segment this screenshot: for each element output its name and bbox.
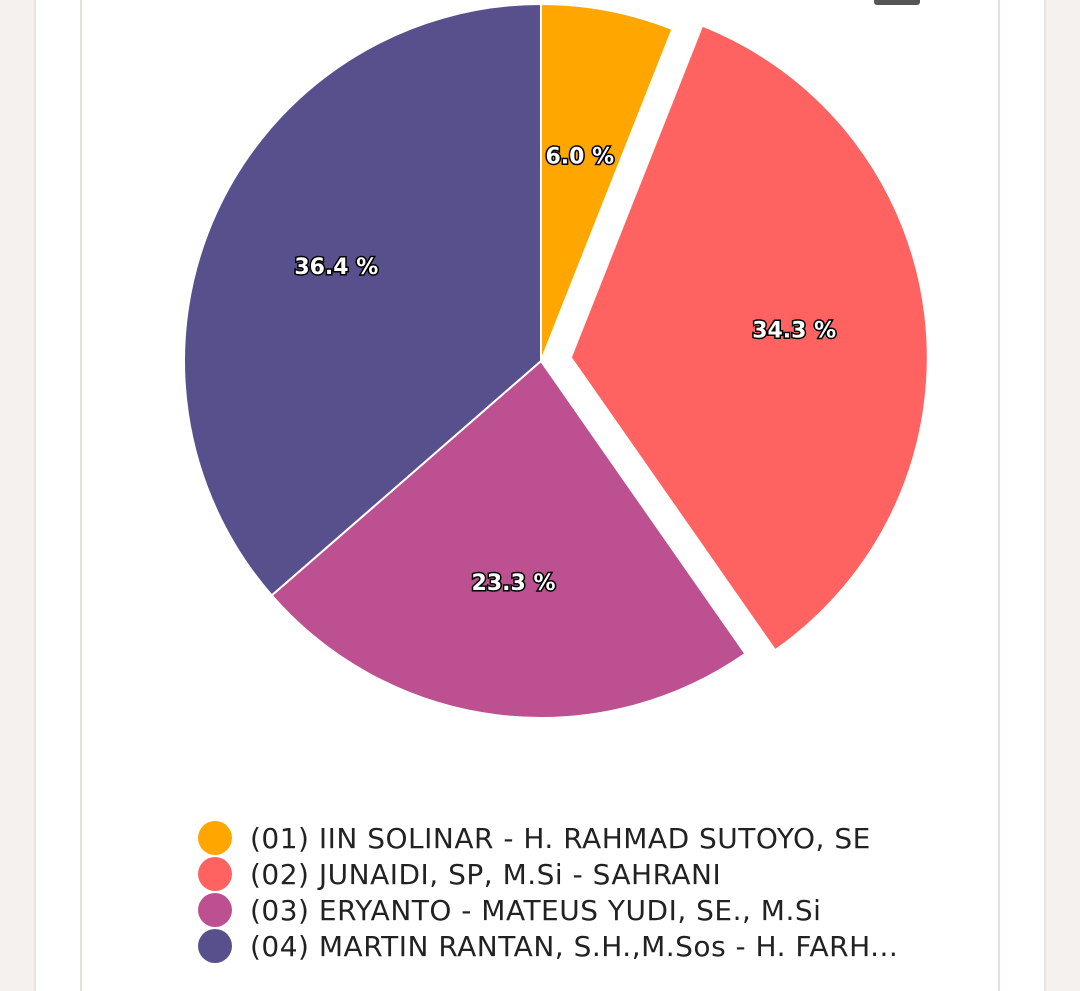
legend-swatch-01 <box>198 821 232 855</box>
legend-label-02: (02) JUNAIDI, SP, M.Si - SAHRANI <box>250 857 722 891</box>
legend-swatch-02 <box>198 857 232 891</box>
legend-item-04[interactable]: (04) MARTIN RANTAN, S.H.,M.Sos - H. FARH… <box>198 928 898 964</box>
legend-label-03: (03) ERYANTO - MATEUS YUDI, SE., M.Si <box>250 893 822 927</box>
pie-slice-3[interactable] <box>270 359 747 719</box>
slice-value-label-2: 34.3 % <box>752 318 836 343</box>
slice-value-label-1: 6.0 % <box>545 145 614 170</box>
slice-value-label-4: 36.4 % <box>294 255 378 280</box>
legend-item-01[interactable]: (01) IIN SOLINAR - H. RAHMAD SUTOYO, SE <box>198 820 898 856</box>
legend-item-03[interactable]: (03) ERYANTO - MATEUS YUDI, SE., M.Si <box>198 892 898 928</box>
pie-slice-4[interactable] <box>183 2 542 597</box>
slice-value-label-3: 23.3 % <box>472 571 556 596</box>
legend-label-01: (01) IIN SOLINAR - H. RAHMAD SUTOYO, SE <box>250 821 871 855</box>
legend-swatch-03 <box>198 893 232 927</box>
menu-button[interactable] <box>874 0 920 5</box>
pie-slice-2[interactable] <box>569 24 929 652</box>
legend-swatch-04 <box>198 929 232 963</box>
pie-slice-1[interactable] <box>540 2 674 362</box>
legend: (01) IIN SOLINAR - H. RAHMAD SUTOYO, SE … <box>198 820 898 964</box>
legend-item-02[interactable]: (02) JUNAIDI, SP, M.Si - SAHRANI <box>198 856 898 892</box>
legend-label-04: (04) MARTIN RANTAN, S.H.,M.Sos - H. FARH… <box>250 929 899 963</box>
